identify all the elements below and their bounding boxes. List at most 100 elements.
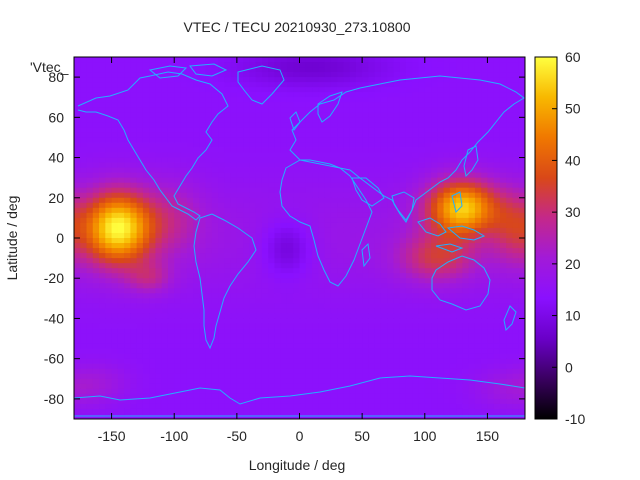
heatmap-cell [343, 212, 351, 219]
heatmap-cell [105, 92, 113, 98]
heatmap-cell [92, 92, 100, 98]
heatmap-cell [136, 348, 144, 355]
heatmap-cell [318, 202, 326, 209]
heatmap-cell [142, 232, 150, 239]
heatmap-cell [193, 67, 200, 73]
heatmap-cell [330, 368, 338, 375]
heatmap-cell [280, 117, 288, 123]
heatmap-cell [261, 323, 269, 330]
heatmap-cell [362, 142, 369, 149]
heatmap-cell [92, 127, 100, 134]
heatmap-cell [268, 378, 276, 385]
heatmap-cell [174, 87, 182, 93]
heatmap-cell [330, 87, 338, 93]
heatmap-cell [230, 318, 238, 325]
heatmap-cell [130, 87, 138, 93]
heatmap-cell [130, 117, 138, 123]
heatmap-cell [443, 142, 451, 149]
heatmap-cell [224, 318, 232, 325]
heatmap-cell [268, 303, 276, 309]
heatmap-cell [418, 92, 426, 98]
heatmap-cell [186, 142, 194, 149]
heatmap-cell [167, 243, 175, 249]
heatmap-cell [462, 202, 470, 209]
heatmap-cell [224, 112, 232, 118]
heatmap-cell [393, 328, 401, 335]
heatmap-cell [481, 72, 489, 78]
heatmap-cell [305, 353, 313, 360]
heatmap-cell [255, 202, 263, 209]
heatmap-cell [211, 343, 219, 350]
heatmap-cell [337, 167, 344, 174]
heatmap-cell [86, 232, 94, 239]
heatmap-cell [274, 398, 282, 405]
heatmap-cell [468, 162, 476, 169]
heatmap-cell [280, 67, 288, 73]
heatmap-cell [468, 147, 476, 154]
heatmap-cell [74, 348, 81, 355]
heatmap-cell [117, 318, 125, 325]
heatmap-cell [312, 122, 319, 128]
heatmap-cell [274, 338, 282, 345]
heatmap-cell [286, 328, 294, 335]
heatmap-cell [86, 72, 94, 78]
heatmap-cell [493, 343, 501, 350]
heatmap-cell [468, 358, 476, 365]
heatmap-cell [368, 97, 376, 103]
heatmap-cell [387, 318, 395, 325]
heatmap-cell [387, 348, 395, 355]
heatmap-cell [305, 87, 313, 93]
heatmap-cell [324, 222, 332, 229]
heatmap-cell [362, 388, 369, 395]
heatmap-cell [243, 273, 250, 279]
heatmap-cell [437, 348, 445, 355]
heatmap-cell [174, 358, 182, 365]
heatmap-cell [117, 182, 125, 189]
heatmap-cell [312, 293, 319, 299]
heatmap-cell [399, 248, 407, 254]
heatmap-cell [167, 97, 175, 103]
heatmap-cell [136, 398, 144, 405]
heatmap-cell [117, 92, 125, 98]
heatmap-cell [499, 268, 507, 274]
heatmap-cell [293, 238, 301, 244]
heatmap-cell [124, 77, 131, 83]
heatmap-cell [343, 238, 351, 244]
heatmap-cell [512, 142, 520, 149]
heatmap-cell [280, 288, 288, 294]
heatmap-cell [368, 172, 376, 179]
heatmap-cell [324, 172, 332, 179]
heatmap-cell [155, 72, 163, 78]
heatmap-cell [155, 102, 163, 108]
heatmap-cell [218, 162, 225, 169]
heatmap-cell [462, 127, 470, 134]
heatmap-cell [274, 308, 282, 315]
heatmap-cell [337, 117, 344, 123]
heatmap-cell [449, 393, 457, 400]
heatmap-cell [186, 278, 194, 284]
heatmap-cell [80, 358, 88, 365]
heatmap-cell [318, 117, 326, 123]
heatmap-cell [330, 192, 338, 199]
heatmap-cell [312, 102, 319, 108]
heatmap-cell [161, 313, 169, 320]
heatmap-cell [174, 328, 182, 335]
heatmap-cell [493, 127, 501, 134]
heatmap-cell [518, 393, 525, 400]
heatmap-cell [456, 162, 463, 169]
heatmap-cell [418, 122, 426, 128]
heatmap-cell [299, 283, 307, 289]
heatmap-cell [180, 343, 188, 350]
heatmap-cell [199, 117, 207, 123]
heatmap-cell [431, 227, 438, 234]
heatmap-cell [186, 328, 194, 335]
heatmap-cell [161, 107, 169, 113]
heatmap-cell [249, 373, 257, 380]
heatmap-cell [330, 117, 338, 123]
heatmap-cell [193, 363, 200, 370]
heatmap-cell [236, 348, 244, 355]
heatmap-cell [111, 217, 119, 224]
heatmap-cell [111, 383, 119, 390]
heatmap-cell [167, 187, 175, 194]
heatmap-cell [418, 182, 426, 189]
